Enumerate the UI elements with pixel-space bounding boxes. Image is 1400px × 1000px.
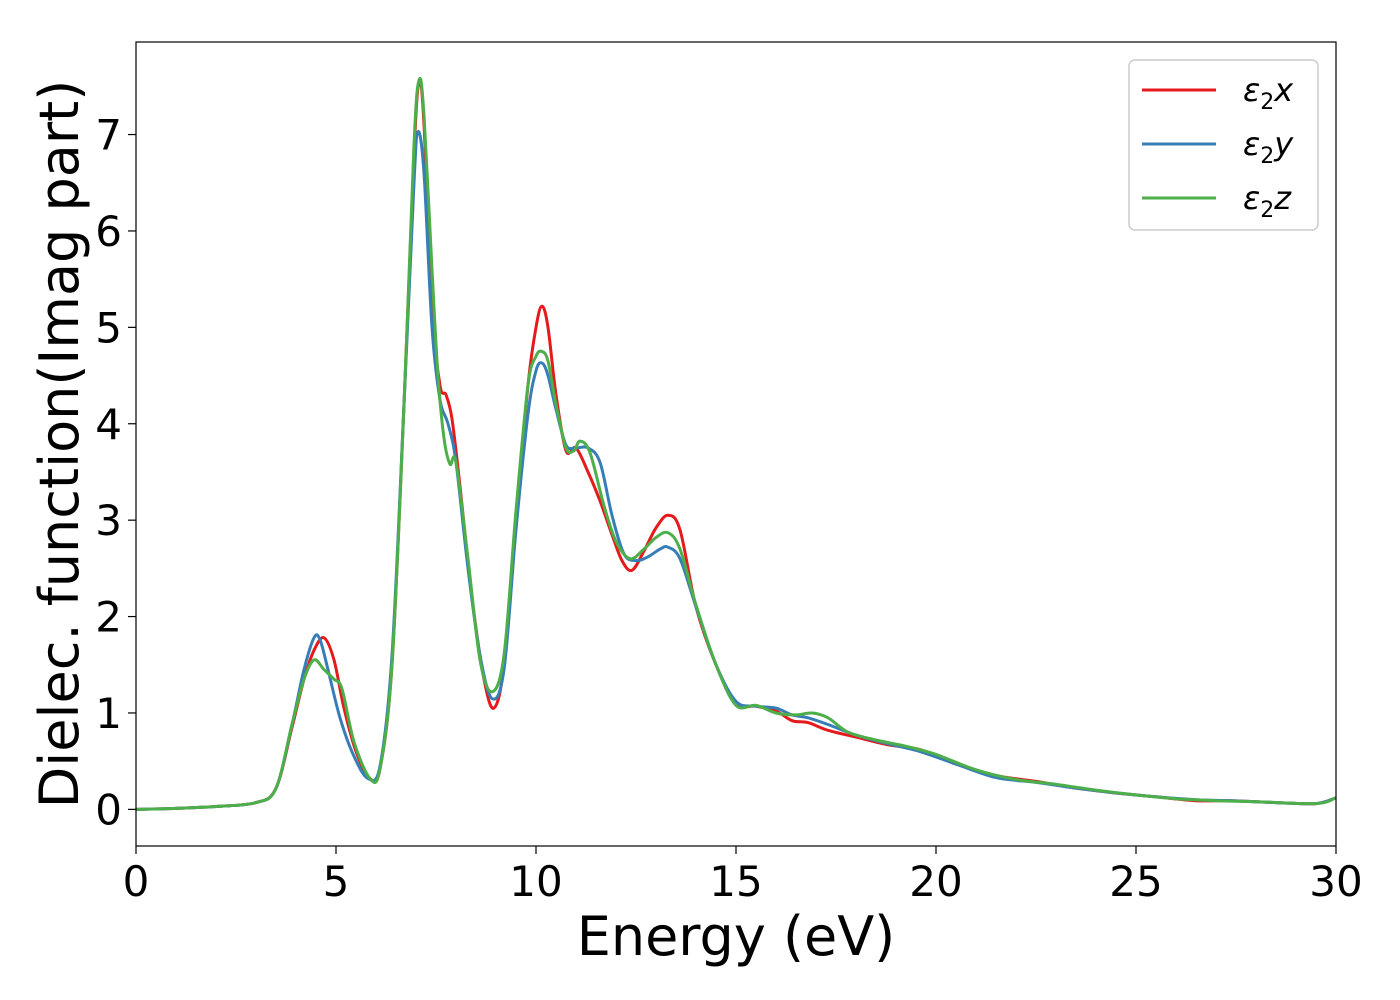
series-line-z: [136, 76, 1336, 811]
x-tick-label: 10: [509, 857, 562, 906]
y-tick-label: 5: [95, 303, 122, 352]
y-tick-label: 0: [95, 785, 122, 834]
x-axis-label: Energy (eV): [577, 905, 896, 968]
x-tick-label: 15: [709, 857, 762, 906]
y-tick-label: 4: [95, 400, 122, 449]
x-tick-label: 20: [909, 857, 962, 906]
x-tick-label: 25: [1109, 857, 1162, 906]
series-layer: [136, 76, 1336, 811]
legend-label-y: ε2y: [1243, 125, 1294, 169]
legend-box: [1128, 59, 1319, 231]
y-tick-label: 3: [95, 496, 122, 545]
y-axis-ticks: 0 1 2 3 4 5 6 7: [95, 111, 136, 834]
y-tick-label: 7: [95, 111, 122, 160]
x-tick-label: 5: [323, 857, 350, 906]
y-axis-label: Dielec. function(Imag part): [28, 80, 91, 809]
y-tick-label: 1: [95, 689, 122, 738]
legend-label-x: ε2x: [1243, 71, 1294, 115]
y-tick-label: 2: [95, 593, 122, 642]
x-tick-label: 30: [1309, 857, 1362, 906]
legend-label-z: ε2z: [1243, 179, 1292, 223]
series-line-y: [136, 130, 1336, 811]
legend: ε2x ε2y ε2z: [1128, 59, 1319, 231]
y-tick-label: 6: [95, 207, 122, 256]
x-axis-ticks: 0 5 10 15 20 25 30: [123, 846, 1363, 906]
x-tick-label: 0: [123, 857, 150, 906]
